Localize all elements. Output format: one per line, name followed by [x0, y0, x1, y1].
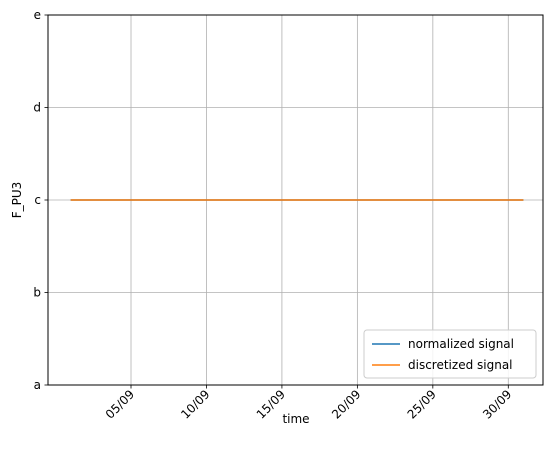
legend-label: normalized signal [408, 337, 514, 351]
y-axis-label: F_PU3 [10, 182, 24, 219]
legend-label: discretized signal [408, 358, 513, 372]
y-tick-label: d [33, 101, 41, 115]
x-axis-label: time [282, 412, 309, 426]
legend: normalized signal discretized signal [363, 329, 537, 379]
y-tick-label: c [34, 193, 41, 207]
y-tick-label: e [34, 8, 41, 22]
y-tick-label: b [33, 286, 41, 300]
legend-box [363, 329, 537, 379]
y-tick-label: a [34, 378, 41, 392]
